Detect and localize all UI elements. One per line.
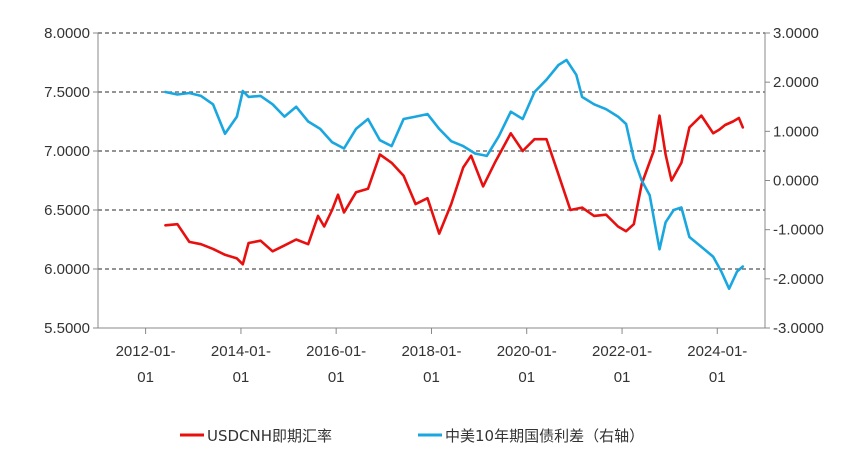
x-tick-label: 2020-01- 01 bbox=[497, 343, 557, 386]
y-right-tick-label: 3.0000 bbox=[773, 25, 819, 42]
y-left-tick-label: 5.5000 bbox=[44, 320, 90, 337]
x-tick-label-line: 2012-01- bbox=[116, 343, 176, 360]
y-right-tick-label: -3.0000 bbox=[773, 320, 824, 337]
y-left-tick-label: 6.5000 bbox=[44, 202, 90, 219]
x-tick-label: 2012-01- 01 bbox=[116, 343, 176, 386]
legend-label: 中美10年期国债利差（右轴） bbox=[445, 427, 644, 445]
x-tick-label-line: 01 bbox=[233, 369, 250, 386]
series-lines bbox=[164, 58, 745, 291]
y-left-tick-label: 7.5000 bbox=[44, 84, 90, 101]
x-tick-label: 2016-01- 01 bbox=[306, 343, 366, 386]
x-tick-label-line: 01 bbox=[423, 369, 440, 386]
x-tick-label-line: 2014-01- bbox=[211, 343, 271, 360]
series-line bbox=[164, 114, 745, 266]
x-tick-label-line: 2018-01- bbox=[401, 343, 461, 360]
x-tick-label-line: 01 bbox=[328, 369, 345, 386]
axes bbox=[93, 32, 770, 334]
x-tick-label: 2014-01- 01 bbox=[211, 343, 271, 386]
x-tick-label-line: 2016-01- bbox=[306, 343, 366, 360]
x-tick-label-line: 01 bbox=[614, 369, 631, 386]
x-tick-label-line: 2020-01- bbox=[497, 343, 557, 360]
y-right-tick-label: -2.0000 bbox=[773, 271, 824, 288]
y-right-tick-label: 0.0000 bbox=[773, 173, 819, 190]
y-left-tick-label: 7.0000 bbox=[44, 143, 90, 160]
y-right-tick-label: -1.0000 bbox=[773, 222, 824, 239]
x-tick-label: 2024-01- 01 bbox=[687, 343, 747, 386]
x-tick-label-line: 01 bbox=[709, 369, 726, 386]
legend-label: USDCNH即期汇率 bbox=[207, 427, 332, 445]
x-tick-label-line: 2022-01- bbox=[592, 343, 652, 360]
x-tick-label: 2018-01- 01 bbox=[401, 343, 461, 386]
y-right-tick-label: 1.0000 bbox=[773, 123, 819, 140]
y-left-tick-label: 6.0000 bbox=[44, 261, 90, 278]
y-right-tick-label: 2.0000 bbox=[773, 74, 819, 91]
y-left-tick-label: 8.0000 bbox=[44, 25, 90, 42]
legend: USDCNH即期汇率 中美10年期国债利差（右轴） bbox=[180, 427, 644, 445]
tick-labels: 5.5000 6.0000 6.5000 7.0000 7.5000 8.0000 -3.0… bbox=[44, 25, 824, 386]
x-tick-label-line: 01 bbox=[518, 369, 535, 386]
series-line bbox=[164, 58, 745, 291]
x-tick-label-line: 2024-01- bbox=[687, 343, 747, 360]
x-tick-label-line: 01 bbox=[137, 369, 154, 386]
x-tick-label: 2022-01- 01 bbox=[592, 343, 652, 386]
